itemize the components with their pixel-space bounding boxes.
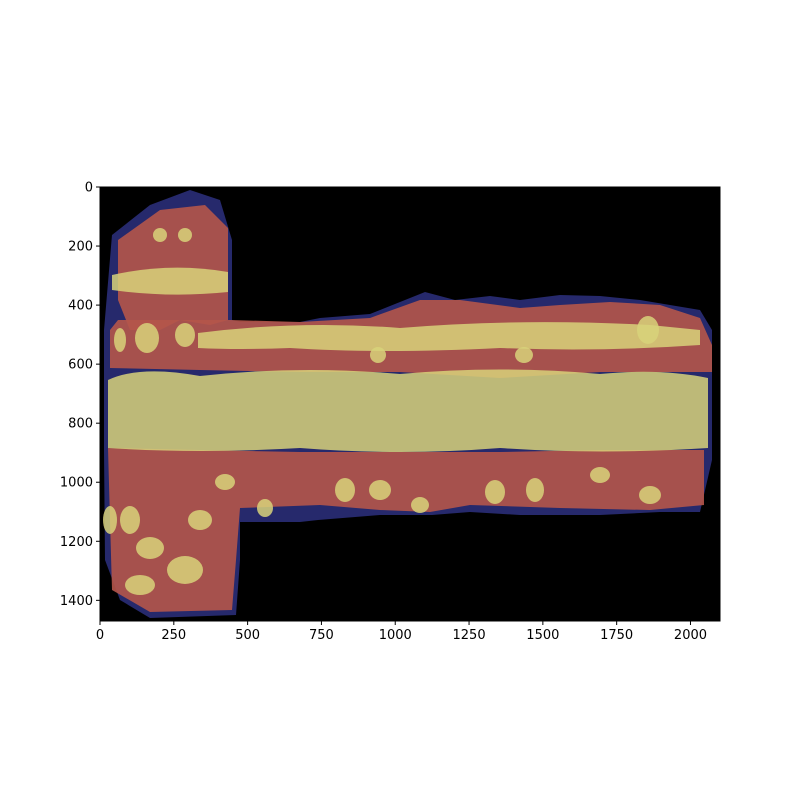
x-tick-label: 250 bbox=[161, 628, 186, 643]
x-tick-label: 500 bbox=[235, 628, 260, 643]
y-axis: 0 200 400 600 800 1000 1200 1400 bbox=[60, 181, 100, 609]
yellow-band-top-left bbox=[112, 268, 228, 295]
y-tick-label: 200 bbox=[68, 240, 93, 255]
x-axis: 0 250 500 750 1000 1250 1500 1750 2000 bbox=[96, 621, 707, 643]
y-tick-label: 0 bbox=[85, 181, 93, 196]
yellow-band-upper bbox=[198, 322, 700, 351]
y-tick-label: 600 bbox=[68, 358, 93, 373]
y-tick-label: 800 bbox=[68, 417, 93, 432]
y-tick-label: 1400 bbox=[60, 594, 93, 609]
x-tick-label: 0 bbox=[96, 628, 104, 643]
x-tick-label: 1750 bbox=[600, 628, 633, 643]
yellow-main-central-band bbox=[108, 370, 708, 453]
y-tick-label: 1200 bbox=[60, 535, 93, 550]
x-tick-label: 750 bbox=[309, 628, 334, 643]
x-tick-label: 1250 bbox=[453, 628, 486, 643]
x-tick-label: 1000 bbox=[379, 628, 412, 643]
y-tick-label: 400 bbox=[68, 299, 93, 314]
y-tick-label: 1000 bbox=[60, 476, 93, 491]
x-tick-label: 1500 bbox=[526, 628, 559, 643]
x-tick-label: 2000 bbox=[674, 628, 707, 643]
